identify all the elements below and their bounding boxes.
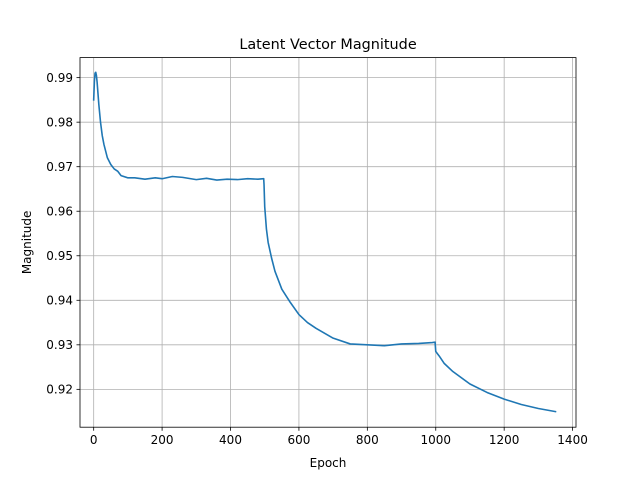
grid [80, 57, 576, 428]
x-tick-label: 800 [356, 433, 379, 447]
x-axis-label: Epoch [310, 456, 347, 470]
y-tick-label: 0.92 [46, 383, 73, 397]
x-tick-label: 1400 [557, 433, 588, 447]
magnitude-series-line [92, 71, 557, 413]
y-tick-label: 0.93 [46, 338, 73, 352]
x-tick-label: 0 [90, 433, 98, 447]
y-tick-label: 0.95 [46, 249, 73, 263]
y-tick-label: 0.97 [46, 160, 73, 174]
ticks: 0 200 400 600 800 1000 1200 1400 0.92 0.93 0.94 0.9… [46, 71, 588, 447]
x-tick-label: 400 [219, 433, 242, 447]
y-axis-label: Magnitude [20, 211, 34, 275]
y-tick-label: 0.94 [46, 293, 73, 307]
chart-title: Latent Vector Magnitude [239, 37, 416, 53]
plot-frame [79, 57, 577, 428]
x-tick-label: 1200 [489, 433, 520, 447]
x-tick-label: 200 [151, 433, 174, 447]
series-layer [92, 71, 557, 413]
x-tick-label: 600 [287, 433, 310, 447]
y-tick-label: 0.99 [46, 71, 73, 85]
y-tick-label: 0.98 [46, 115, 73, 129]
y-tick-label: 0.96 [46, 204, 73, 218]
x-tick-label: 1000 [420, 433, 451, 447]
